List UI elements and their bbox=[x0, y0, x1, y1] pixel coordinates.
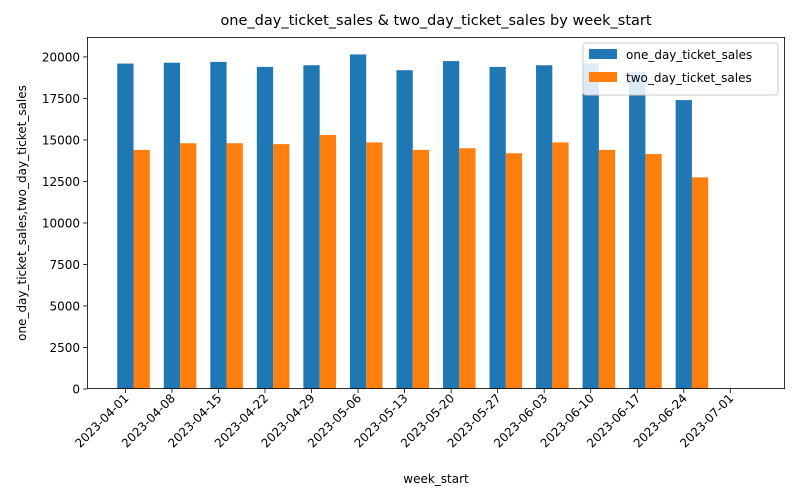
bar-one-day-2023-04-08 bbox=[163, 62, 181, 390]
bar-two-day-2023-05-06 bbox=[366, 142, 383, 389]
legend-swatch-one-day bbox=[589, 49, 617, 59]
y-tick-label: 17500 bbox=[42, 92, 80, 106]
plot-frame-top bbox=[87, 37, 785, 38]
bar-one-day-2023-04-01 bbox=[117, 63, 134, 389]
bar-two-day-2023-06-10 bbox=[598, 149, 616, 389]
bar-two-day-2023-05-13 bbox=[412, 149, 430, 389]
plot-frame-bottom bbox=[87, 388, 785, 389]
bar-two-day-2023-06-24 bbox=[691, 177, 709, 389]
bars-group bbox=[117, 54, 709, 390]
y-tick-label: 5000 bbox=[49, 299, 80, 313]
bar-one-day-2023-04-29 bbox=[303, 65, 320, 390]
y-tick-label: 12500 bbox=[42, 175, 80, 189]
bar-two-day-2023-05-20 bbox=[459, 148, 476, 389]
bar-one-day-2023-05-13 bbox=[396, 70, 413, 389]
bar-two-day-2023-06-03 bbox=[552, 142, 569, 389]
bar-one-day-2023-06-10 bbox=[582, 63, 599, 389]
bar-two-day-2023-06-17 bbox=[645, 154, 662, 389]
bar-one-day-2023-04-15 bbox=[210, 61, 227, 389]
bar-two-day-2023-04-22 bbox=[273, 144, 290, 389]
legend-swatch-two-day bbox=[589, 72, 617, 82]
plot-frame-right bbox=[784, 37, 785, 389]
bar-two-day-2023-04-15 bbox=[226, 143, 243, 389]
bar-two-day-2023-04-01 bbox=[133, 149, 150, 389]
x-axis: 2023-04-012023-04-082023-04-152023-04-22… bbox=[72, 389, 736, 450]
x-axis-title: week_start bbox=[403, 472, 469, 486]
y-tick-label: 15000 bbox=[42, 133, 80, 147]
legend: one_day_ticket_sales two_day_ticket_sale… bbox=[582, 42, 779, 96]
bar-one-day-2023-04-22 bbox=[256, 66, 274, 390]
y-tick-label: 2500 bbox=[49, 341, 80, 355]
bar-one-day-2023-05-20 bbox=[442, 61, 460, 389]
bar-one-day-2023-05-27 bbox=[489, 66, 506, 390]
y-tick-label: 0 bbox=[72, 383, 80, 397]
bar-two-day-2023-04-29 bbox=[319, 134, 336, 389]
y-axis-title: one_day_ticket_sales,two_day_ticket_sale… bbox=[15, 85, 29, 341]
bar-two-day-2023-05-27 bbox=[505, 153, 523, 389]
y-tick-label: 10000 bbox=[42, 216, 80, 230]
bar-one-day-2023-05-06 bbox=[349, 54, 367, 390]
legend-label-two-day: two_day_ticket_sales bbox=[626, 71, 752, 85]
chart-title: one_day_ticket_sales & two_day_ticket_sa… bbox=[220, 13, 651, 29]
y-tick-label: 20000 bbox=[42, 50, 80, 64]
bar-one-day-2023-06-17 bbox=[629, 71, 646, 390]
y-tick-label: 7500 bbox=[49, 258, 80, 272]
bar-one-day-2023-06-03 bbox=[536, 65, 553, 390]
legend-label-one-day: one_day_ticket_sales bbox=[626, 48, 752, 62]
legend-box bbox=[582, 42, 779, 96]
plot-frame-left bbox=[87, 37, 88, 389]
y-axis: 0 2500 5000 7500 10000 12500 15000 17500 20000 bbox=[42, 50, 87, 397]
bar-two-day-2023-04-08 bbox=[180, 143, 197, 389]
bar-one-day-2023-06-24 bbox=[675, 100, 692, 390]
